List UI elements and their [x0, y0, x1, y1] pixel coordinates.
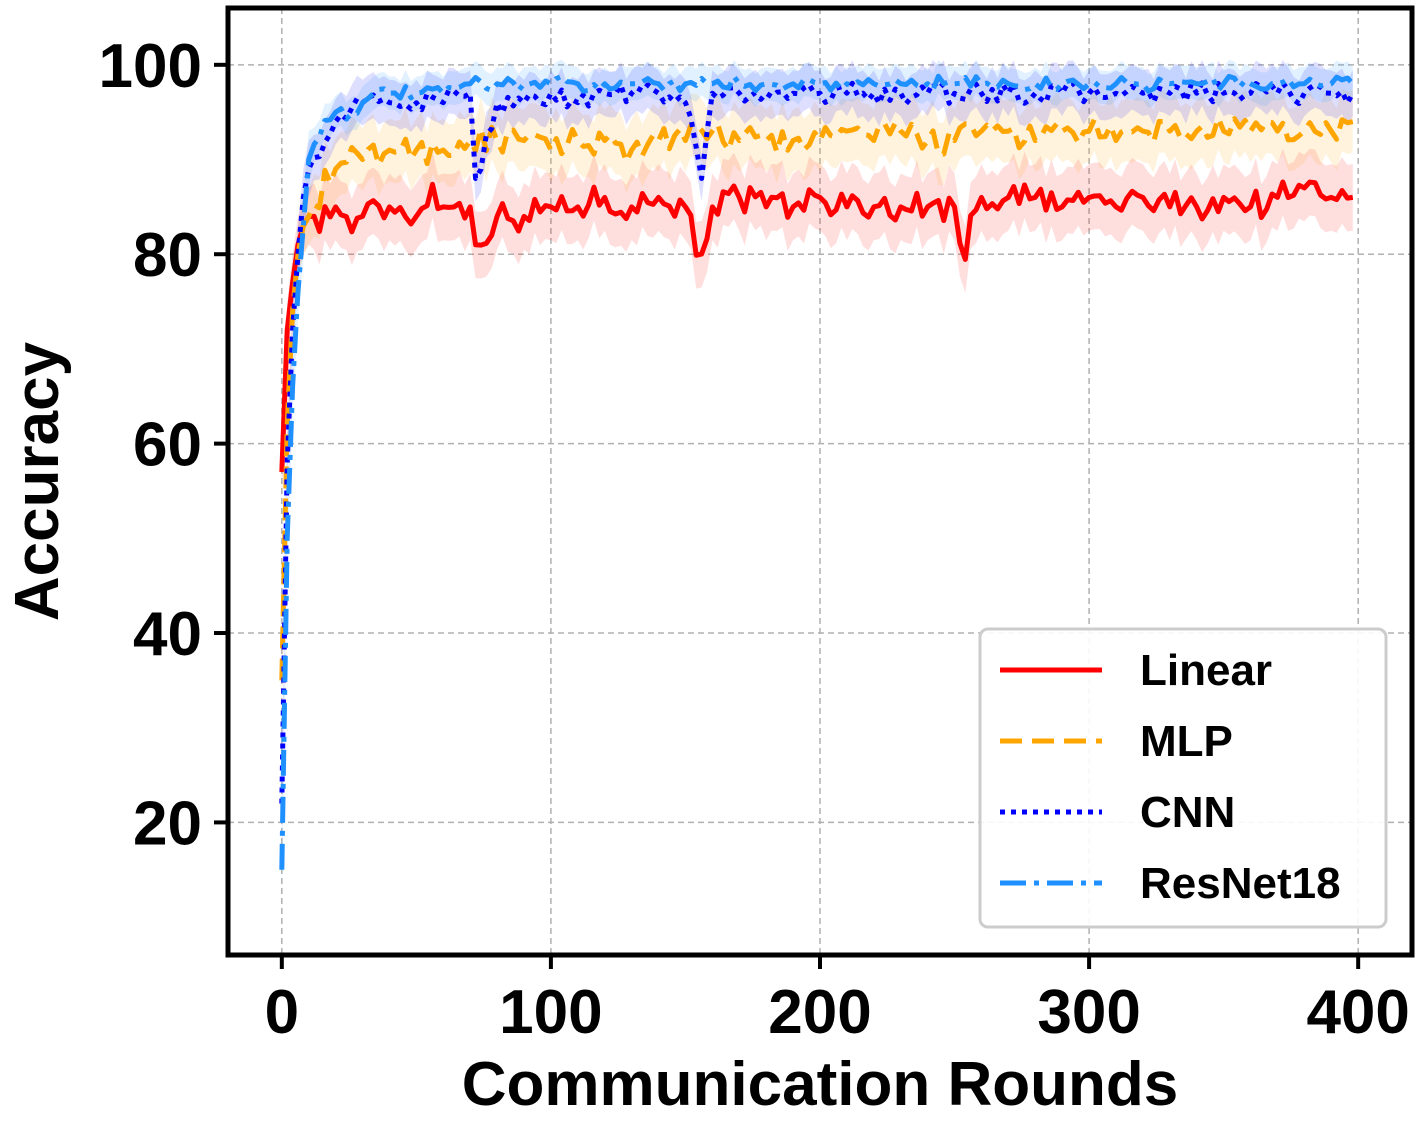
x-axis-label: Communication Rounds — [462, 1050, 1178, 1119]
series-line-cnn — [279, 80, 1355, 804]
x-tick-label: 400 — [1306, 978, 1409, 1047]
x-tick-label: 200 — [768, 978, 871, 1047]
legend-label-cnn: CNN — [1140, 788, 1235, 837]
y-tick-label: 100 — [99, 32, 202, 101]
band-linear — [281, 148, 1353, 501]
legend-label-mlp: MLP — [1140, 717, 1233, 766]
y-tick-label: 60 — [133, 411, 202, 480]
legend-label-linear: Linear — [1140, 646, 1272, 695]
y-tick-label: 20 — [133, 789, 202, 858]
series-line-mlp — [279, 115, 1354, 681]
x-tick-label: 300 — [1037, 978, 1140, 1047]
axis-ticks: 0 100 200 300 400 20 40 60 80 100 — [99, 32, 1410, 1047]
series-line-resnet18 — [279, 73, 1355, 870]
legend-box — [978, 627, 1388, 929]
legend: Linear MLP CNN ResNet18 — [978, 627, 1388, 929]
x-tick-label: 0 — [265, 978, 299, 1047]
grid-lines — [228, 8, 1412, 955]
series-line-linear — [279, 179, 1354, 473]
y-axis-label: Accuracy — [3, 341, 72, 621]
series-lines — [279, 73, 1355, 870]
y-tick-label: 80 — [133, 221, 202, 290]
y-tick-label: 40 — [133, 600, 202, 669]
x-tick-label: 100 — [499, 978, 602, 1047]
legend-label-resnet18: ResNet18 — [1140, 859, 1341, 908]
